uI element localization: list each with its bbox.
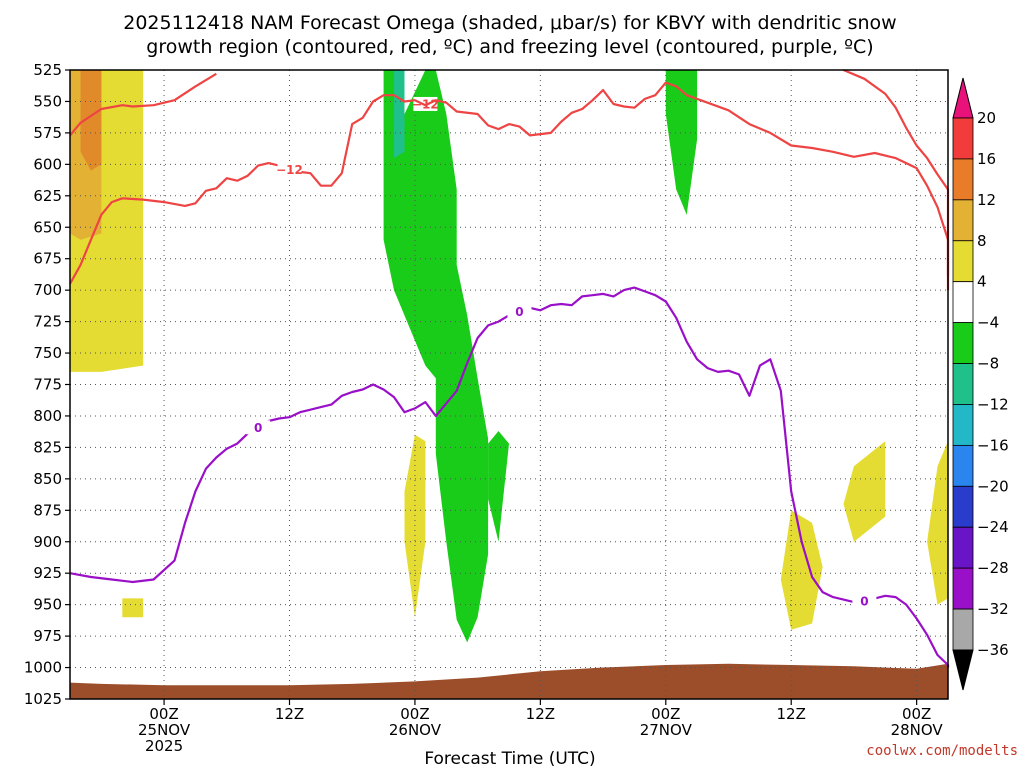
colorbar-label: −8 [977, 355, 999, 373]
colorbar-swatch-1 [952, 158, 974, 201]
y-tick-label: 725 [33, 313, 62, 331]
colorbar-label: −20 [977, 477, 1009, 495]
colorbar-label: −12 [977, 395, 1009, 413]
colorbar-label: −16 [977, 436, 1009, 454]
x-tick-label: 00Z [902, 705, 931, 723]
contour-dgz_main [69, 81, 950, 285]
x-tick-label: 27NOV [640, 721, 693, 739]
colorbar-label: −36 [977, 641, 1009, 659]
ground-surface [70, 661, 948, 699]
contour-label-freezing_level-0: 0 [254, 421, 262, 435]
y-axis: 525 550 575 600 625 650 675 700 725 750 775 800 825 8… [24, 61, 70, 708]
chart-title-line-2: growth region (contoured, red, ºC) and f… [146, 36, 873, 58]
colorbar-label: −4 [977, 314, 999, 332]
omega-region-11 [122, 598, 144, 618]
y-tick-label: 625 [33, 187, 62, 205]
colorbar-swatch-6 [952, 363, 974, 405]
y-tick-label: 950 [33, 596, 62, 614]
x-tick-label: 12Z [777, 705, 806, 723]
colorbar-bottom-arrow [952, 649, 974, 691]
y-tick-label: 850 [33, 470, 62, 488]
y-tick-label: 675 [33, 250, 62, 268]
omega-region-2 [80, 70, 102, 171]
chart-title-line-1: 2025112418 NAM Forecast Omega (shaded, μ… [123, 12, 896, 34]
contour-label-bg [507, 304, 532, 319]
y-tick-label: 1000 [24, 659, 62, 677]
y-tick-label: 875 [33, 501, 62, 519]
y-tick-label: 1025 [24, 690, 62, 708]
credit-text[interactable]: coolwx.com/modelts [866, 743, 1018, 759]
plot-background [70, 70, 948, 699]
colorbar-label: 12 [977, 191, 996, 209]
contour-label-bg [852, 593, 877, 608]
colorbar-swatch-3 [952, 240, 974, 283]
y-tick-label: 600 [33, 155, 62, 173]
omega-region-4 [394, 70, 405, 159]
contour-label-freezing_level-1: 0 [515, 305, 523, 319]
contour-label-freezing_level-2: 0 [860, 594, 868, 608]
colorbar-swatch-9 [952, 485, 974, 528]
omega-region-10 [927, 441, 948, 605]
colorbar-label: −28 [977, 559, 1009, 577]
colorbar-swatch-2 [952, 199, 974, 242]
x-tick-label: 25NOV [138, 721, 191, 739]
colorbar-swatch-5 [952, 322, 974, 364]
colorbar-label: 4 [977, 273, 987, 291]
x-tick-label: 28NOV [891, 721, 944, 739]
colorbar-swatch-8 [952, 444, 974, 487]
colorbar-label: 8 [977, 232, 987, 250]
colorbar-swatch-10 [952, 526, 974, 569]
y-tick-label: 525 [33, 61, 62, 79]
y-tick-label: 975 [33, 627, 62, 645]
x-tick-label: 00Z [149, 705, 178, 723]
y-tick-label: 775 [33, 376, 62, 394]
y-tick-label: 900 [33, 533, 62, 551]
omega-region-9 [843, 441, 886, 542]
contour-label-bg [277, 162, 302, 177]
colorbar-label: −24 [977, 518, 1009, 536]
colorbar: 20 16 12 8 4 −4 −8 −12 −16 −20 −24 −28 −32 −36 [952, 77, 1009, 691]
contour-dgz_upper [69, 72, 217, 137]
colorbar-swatch-11 [952, 567, 974, 610]
ground-layer [70, 661, 948, 699]
y-tick-label: 700 [33, 281, 62, 299]
colorbar-top-arrow [952, 77, 974, 119]
colorbar-label: 16 [977, 150, 996, 168]
y-tick-label: 800 [33, 407, 62, 425]
colorbar-swatch-7 [952, 404, 974, 446]
y-tick-label: 825 [33, 438, 62, 456]
omega-region-6 [665, 70, 698, 215]
colorbar-swatch-4 [952, 281, 974, 324]
y-tick-label: 750 [33, 344, 62, 362]
omega-region-5 [488, 431, 509, 542]
x-tick-label: 26NOV [389, 721, 442, 739]
contour-label-bg [246, 420, 271, 435]
colorbar-swatch-0 [952, 117, 974, 160]
contour-label-dgz_main-0: −12 [276, 163, 303, 177]
x-tick-label: 12Z [275, 705, 304, 723]
y-tick-label: 575 [33, 124, 62, 142]
y-tick-label: 925 [33, 564, 62, 582]
omega-region-3 [383, 70, 489, 643]
x-tick-label: 00Z [651, 705, 680, 723]
x-tick-label: 00Z [400, 705, 429, 723]
contour-label-bg [413, 96, 438, 111]
colorbar-label: −32 [977, 600, 1009, 618]
colorbar-label: 20 [977, 109, 996, 127]
colorbar-swatch-12 [952, 608, 974, 651]
y-tick-label: 550 [33, 92, 62, 110]
x-tick-label: 12Z [526, 705, 555, 723]
y-tick-label: 650 [33, 218, 62, 236]
x-tick-label: 2025 [145, 737, 183, 755]
x-axis-title: Forecast Time (UTC) [424, 749, 595, 768]
